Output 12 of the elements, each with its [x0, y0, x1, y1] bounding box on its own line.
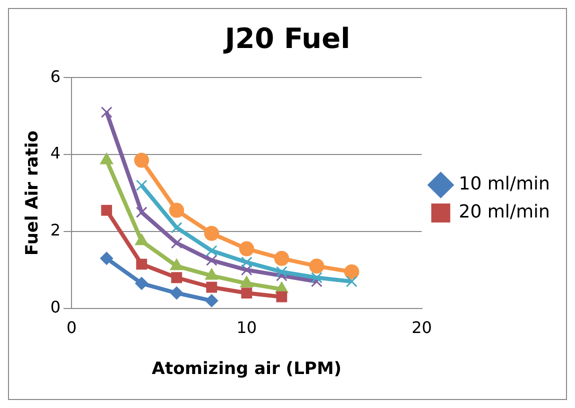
- x-tick-label: 20: [412, 318, 432, 338]
- legend-label: 20 ml/min: [458, 202, 550, 223]
- y-tick-label: 4: [50, 144, 61, 163]
- y-axis-title: Fuel Air ratio: [22, 130, 43, 256]
- x-axis-title: Atomizing air (LPM): [152, 359, 342, 380]
- legend-label: 10 ml/min: [458, 174, 550, 195]
- x-tick-label: 10: [236, 318, 257, 338]
- y-tick-label: 0: [50, 298, 61, 317]
- x-tick-label: 0: [66, 318, 77, 338]
- y-tick-label: 2: [50, 220, 61, 240]
- y-tick-label: 6: [50, 66, 61, 86]
- chart-title: J20 Fuel: [222, 22, 350, 56]
